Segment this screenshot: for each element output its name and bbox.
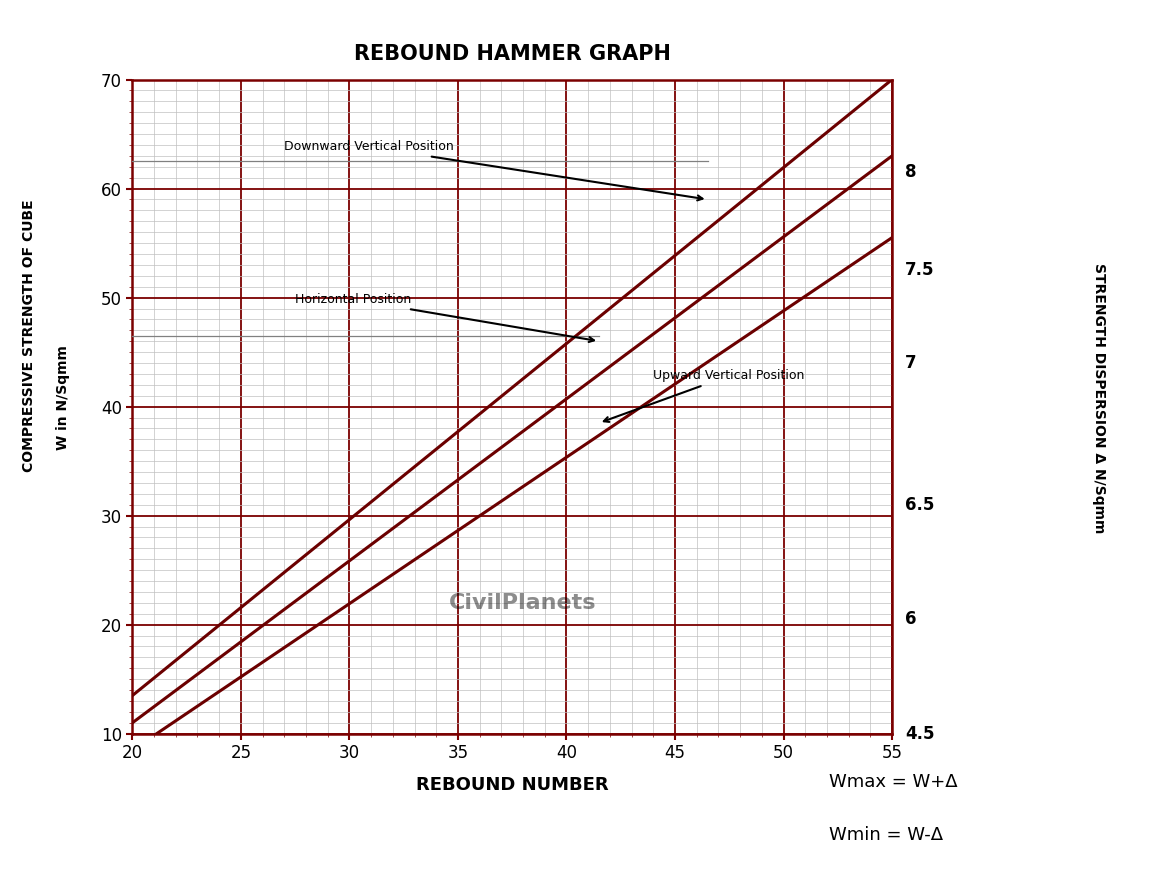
Title: REBOUND HAMMER GRAPH: REBOUND HAMMER GRAPH <box>353 44 671 65</box>
Text: CivilPlanets: CivilPlanets <box>449 593 597 613</box>
Text: 7.5: 7.5 <box>905 262 935 279</box>
Text: Wmax = W+Δ: Wmax = W+Δ <box>829 774 958 791</box>
Text: 8: 8 <box>905 164 916 181</box>
Text: Downward Vertical Position: Downward Vertical Position <box>284 141 702 201</box>
Text: STRENGTH DISPERSION Δ N/Sqmm: STRENGTH DISPERSION Δ N/Sqmm <box>1092 263 1106 533</box>
Text: 7: 7 <box>905 354 916 372</box>
Text: Wmin = W-Δ: Wmin = W-Δ <box>829 827 943 844</box>
Text: 6: 6 <box>905 610 916 629</box>
Text: Horizontal Position: Horizontal Position <box>295 293 594 342</box>
Text: 6.5: 6.5 <box>905 496 935 514</box>
Text: 4.5: 4.5 <box>905 725 935 743</box>
Text: Upward Vertical Position: Upward Vertical Position <box>604 370 805 422</box>
Text: COMPRESSIVE STRENGTH OF CUBE: COMPRESSIVE STRENGTH OF CUBE <box>22 200 36 472</box>
Text: W in N/Sqmm: W in N/Sqmm <box>56 346 70 450</box>
X-axis label: REBOUND NUMBER: REBOUND NUMBER <box>416 776 609 794</box>
